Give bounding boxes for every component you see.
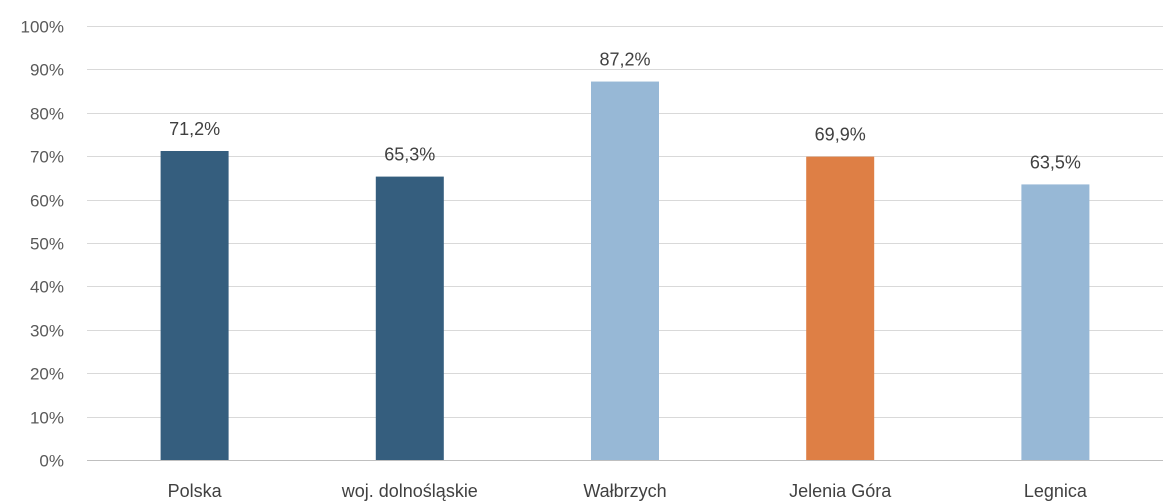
category-label-0: Polska [168,481,223,501]
bar-0 [160,150,229,460]
data-labels: 71,2% 65,3% 87,2% 69,9% 63,5% [169,50,1081,173]
y-tick-label: 20% [30,365,64,384]
y-axis-tick-labels: 0% 10% 20% 30% 40% 50% 60% 70% 80% 90% 100% [21,18,64,471]
y-tick-label: 40% [30,278,64,297]
data-label-2: 87,2% [599,50,650,70]
bar-2 [591,81,659,460]
y-tick-label: 100% [21,18,64,37]
bar-4 [1021,184,1090,460]
data-label-3: 69,9% [815,125,866,145]
data-label-4: 63,5% [1030,152,1081,172]
y-tick-label: 90% [30,61,64,80]
bar-3 [806,156,875,460]
y-tick-label: 80% [30,105,64,124]
category-label-2: Wałbrzych [583,481,666,501]
data-label-1: 65,3% [384,145,435,165]
category-label-1: woj. dolnośląskie [341,481,478,501]
y-tick-label: 30% [30,322,64,341]
x-axis-tick-labels: Polska woj. dolnośląskie Wałbrzych Jelenia … [168,481,1088,501]
y-tick-label: 50% [30,235,64,254]
y-tick-label: 70% [30,148,64,167]
category-label-3: Jelenia Góra [789,481,892,501]
bar-1 [375,176,444,460]
data-label-0: 71,2% [169,119,220,139]
y-tick-label: 0% [39,452,64,471]
y-tick-label: 60% [30,192,64,211]
y-tick-label: 10% [30,409,64,428]
category-label-4: Legnica [1024,481,1088,501]
bars [160,81,1090,460]
